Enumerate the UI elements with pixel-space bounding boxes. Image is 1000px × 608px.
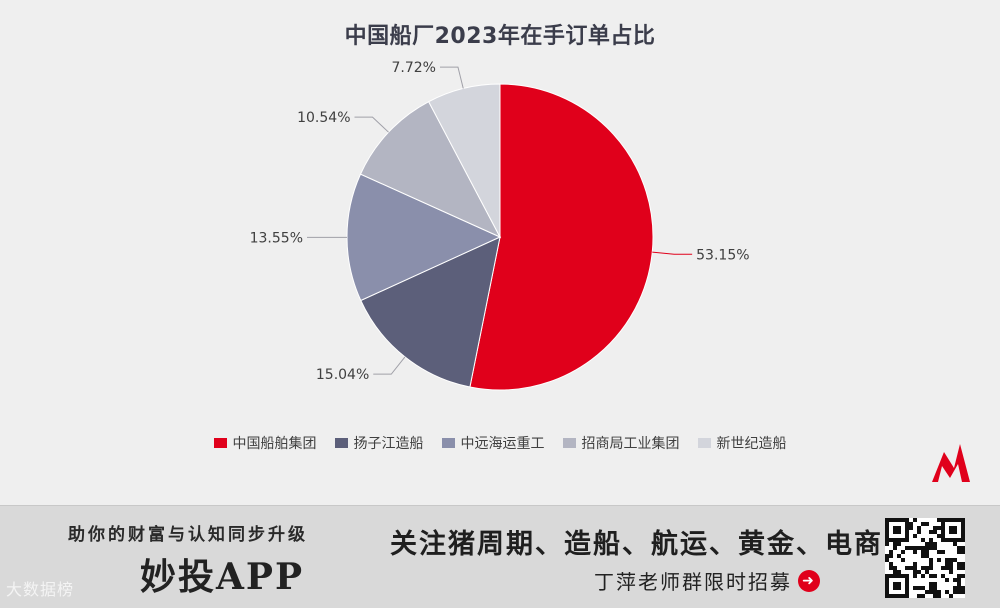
data-label-1: 53.15% bbox=[696, 247, 749, 263]
legend-item-2: 扬子江造船 bbox=[335, 433, 424, 453]
legend-item-1: 中国船舶集团 bbox=[214, 433, 317, 453]
qr-code-icon[interactable] bbox=[885, 518, 965, 598]
leader-line-2 bbox=[373, 357, 405, 374]
brand-logo-icon bbox=[930, 438, 980, 484]
pie-chart: 53.15% 15.04% 13.55% 10.54% 7.72% bbox=[0, 0, 1000, 505]
legend-swatch bbox=[335, 438, 348, 448]
legend-label: 新世纪造船 bbox=[717, 433, 787, 453]
chart-legend: 中国船舶集团 扬子江造船 中远海运重工 招商局工业集团 新世纪造船 bbox=[0, 433, 1000, 453]
legend-item-5: 新世纪造船 bbox=[698, 433, 787, 453]
banner-topics: 关注猪周期、造船、航运、黄金、电商 bbox=[390, 522, 883, 561]
legend-swatch bbox=[442, 438, 455, 448]
leader-line-4 bbox=[355, 117, 389, 132]
data-label-2: 15.04% bbox=[316, 367, 369, 383]
arrow-right-icon: ➜ bbox=[798, 570, 820, 592]
legend-label: 中远海运重工 bbox=[461, 433, 545, 453]
promo-banner[interactable]: 助你的财富与认知同步升级 妙投APP 大数据榜 关注猪周期、造船、航运、黄金、电… bbox=[0, 505, 1000, 608]
legend-swatch bbox=[698, 438, 711, 448]
leader-line-1 bbox=[652, 252, 692, 254]
data-label-5: 7.72% bbox=[391, 60, 435, 76]
watermark-text: 大数据榜 bbox=[6, 576, 74, 600]
banner-app-name: 妙投APP bbox=[140, 548, 304, 600]
banner-cta[interactable]: 丁萍老师群限时招募 ➜ bbox=[594, 566, 820, 595]
data-label-3: 13.55% bbox=[250, 230, 303, 246]
legend-item-4: 招商局工业集团 bbox=[563, 433, 680, 453]
banner-slogan: 助你的财富与认知同步升级 bbox=[68, 520, 308, 545]
legend-label: 中国船舶集团 bbox=[233, 433, 317, 453]
legend-label: 扬子江造船 bbox=[354, 433, 424, 453]
legend-item-3: 中远海运重工 bbox=[442, 433, 545, 453]
leader-line-5 bbox=[440, 67, 463, 88]
chart-area: 中国船厂2023年在手订单占比 53.15%15.04%13.55%10.54%… bbox=[0, 0, 1000, 505]
banner-cta-label: 丁萍老师群限时招募 bbox=[594, 566, 792, 595]
legend-label: 招商局工业集团 bbox=[582, 433, 680, 453]
data-label-4: 10.54% bbox=[297, 110, 350, 126]
legend-swatch bbox=[214, 438, 227, 448]
legend-swatch bbox=[563, 438, 576, 448]
